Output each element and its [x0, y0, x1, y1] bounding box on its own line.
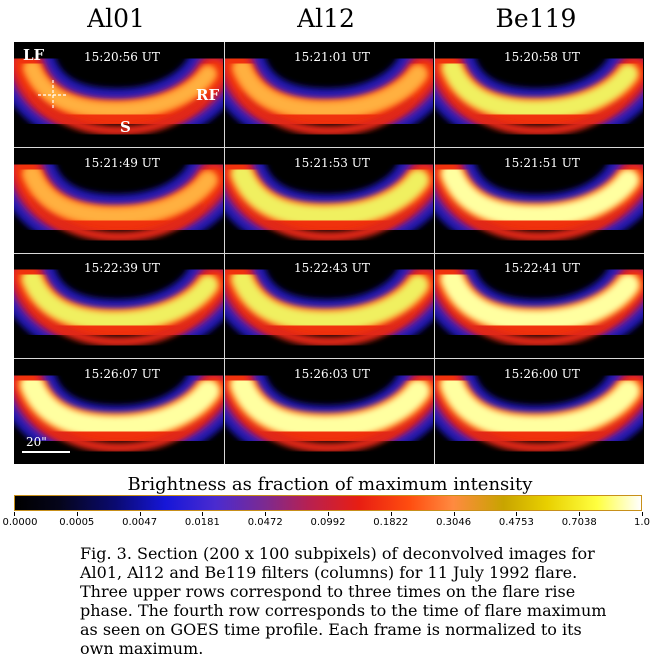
- column-header-be119: Be119: [495, 4, 577, 33]
- grid-divider: [14, 253, 644, 254]
- timestamp-label: 15:21:53 UT: [294, 155, 370, 170]
- image-grid: 15:20:56 UT LF RF S 15:21:01 UT 15:20:58 UT 15…: [14, 42, 644, 464]
- flare-image-panel: 15:21:49 UT: [14, 147, 223, 252]
- timestamp-label: 15:22:41 UT: [504, 261, 580, 275]
- scale-bar-label: 20": [26, 434, 47, 449]
- flare-image-panel: 15:26:03 UT: [224, 358, 433, 463]
- flare-image-panel: 15:20:58 UT: [434, 42, 643, 146]
- column-header-al12: Al12: [297, 4, 355, 33]
- colorbar-tick-label: 0.0472: [247, 517, 283, 528]
- colorbar-tick: [139, 512, 141, 516]
- crosshair-marker: [38, 80, 68, 110]
- colorbar-tick: [579, 512, 581, 516]
- label-rf: RF: [196, 86, 220, 104]
- colorbar-tick: [642, 512, 643, 516]
- colorbar-title: Brightness as fraction of maximum intens…: [127, 474, 533, 495]
- colorbar-tick-label: 1.0: [634, 517, 650, 528]
- colorbar-tick: [76, 512, 78, 516]
- flare-image-panel: 15:26:00 UT: [434, 358, 643, 463]
- grid-divider: [14, 147, 644, 148]
- flare-image-panel: 15:21:01 UT: [224, 42, 433, 146]
- colorbar: [14, 495, 642, 511]
- colorbar-tick-label: 0.0000: [2, 517, 38, 528]
- flare-image-panel: 15:26:07 UT 20": [14, 358, 223, 463]
- colorbar-tick: [516, 512, 518, 516]
- column-header-al01: Al01: [87, 4, 145, 33]
- flare-image-panel: 15:20:56 UT LF RF S: [14, 42, 223, 146]
- label-lf: LF: [23, 46, 45, 64]
- flare-image-panel: 15:21:53 UT: [224, 147, 433, 252]
- colorbar-tick-label: 0.0005: [59, 517, 95, 528]
- timestamp-label: 15:21:01 UT: [294, 50, 370, 64]
- colorbar-tick-label: 0.4753: [498, 517, 534, 528]
- colorbar-tick: [328, 512, 329, 516]
- scale-bar: [22, 450, 70, 453]
- colorbar-tick: [14, 512, 15, 516]
- colorbar-tick-label: 0.3046: [436, 517, 472, 528]
- colorbar-tick: [390, 512, 392, 516]
- colorbar-tick: [265, 512, 267, 516]
- colorbar-tick-label: 0.1822: [373, 517, 409, 528]
- figure-caption: Fig. 3. Section (200 x 100 subpixels) of…: [80, 544, 607, 658]
- timestamp-label: 15:21:51 UT: [504, 155, 580, 170]
- flare-image-panel: 15:22:41 UT: [434, 253, 643, 357]
- colorbar-tick: [453, 512, 455, 516]
- timestamp-label: 15:22:39 UT: [84, 261, 160, 275]
- timestamp-label: 15:26:07 UT: [84, 366, 160, 381]
- grid-divider: [14, 358, 644, 359]
- timestamp-label: 15:26:00 UT: [504, 366, 580, 381]
- timestamp-label: 15:21:49 UT: [84, 155, 160, 170]
- timestamp-label: 15:20:58 UT: [504, 50, 580, 64]
- colorbar-tick-label: 0.0992: [310, 517, 346, 528]
- flare-image-panel: 15:21:51 UT: [434, 147, 643, 252]
- timestamp-label: 15:20:56 UT: [84, 50, 160, 64]
- colorbar-tick-label: 0.0181: [184, 517, 220, 528]
- colorbar-tick: [202, 512, 204, 516]
- colorbar-tick-label: 0.7038: [561, 517, 597, 528]
- label-s: S: [120, 118, 131, 136]
- flare-image-panel: 15:22:43 UT: [224, 253, 433, 357]
- flare-image-panel: 15:22:39 UT: [14, 253, 223, 357]
- timestamp-label: 15:22:43 UT: [294, 261, 370, 275]
- colorbar-tick-label: 0.0047: [122, 517, 158, 528]
- timestamp-label: 15:26:03 UT: [294, 366, 370, 381]
